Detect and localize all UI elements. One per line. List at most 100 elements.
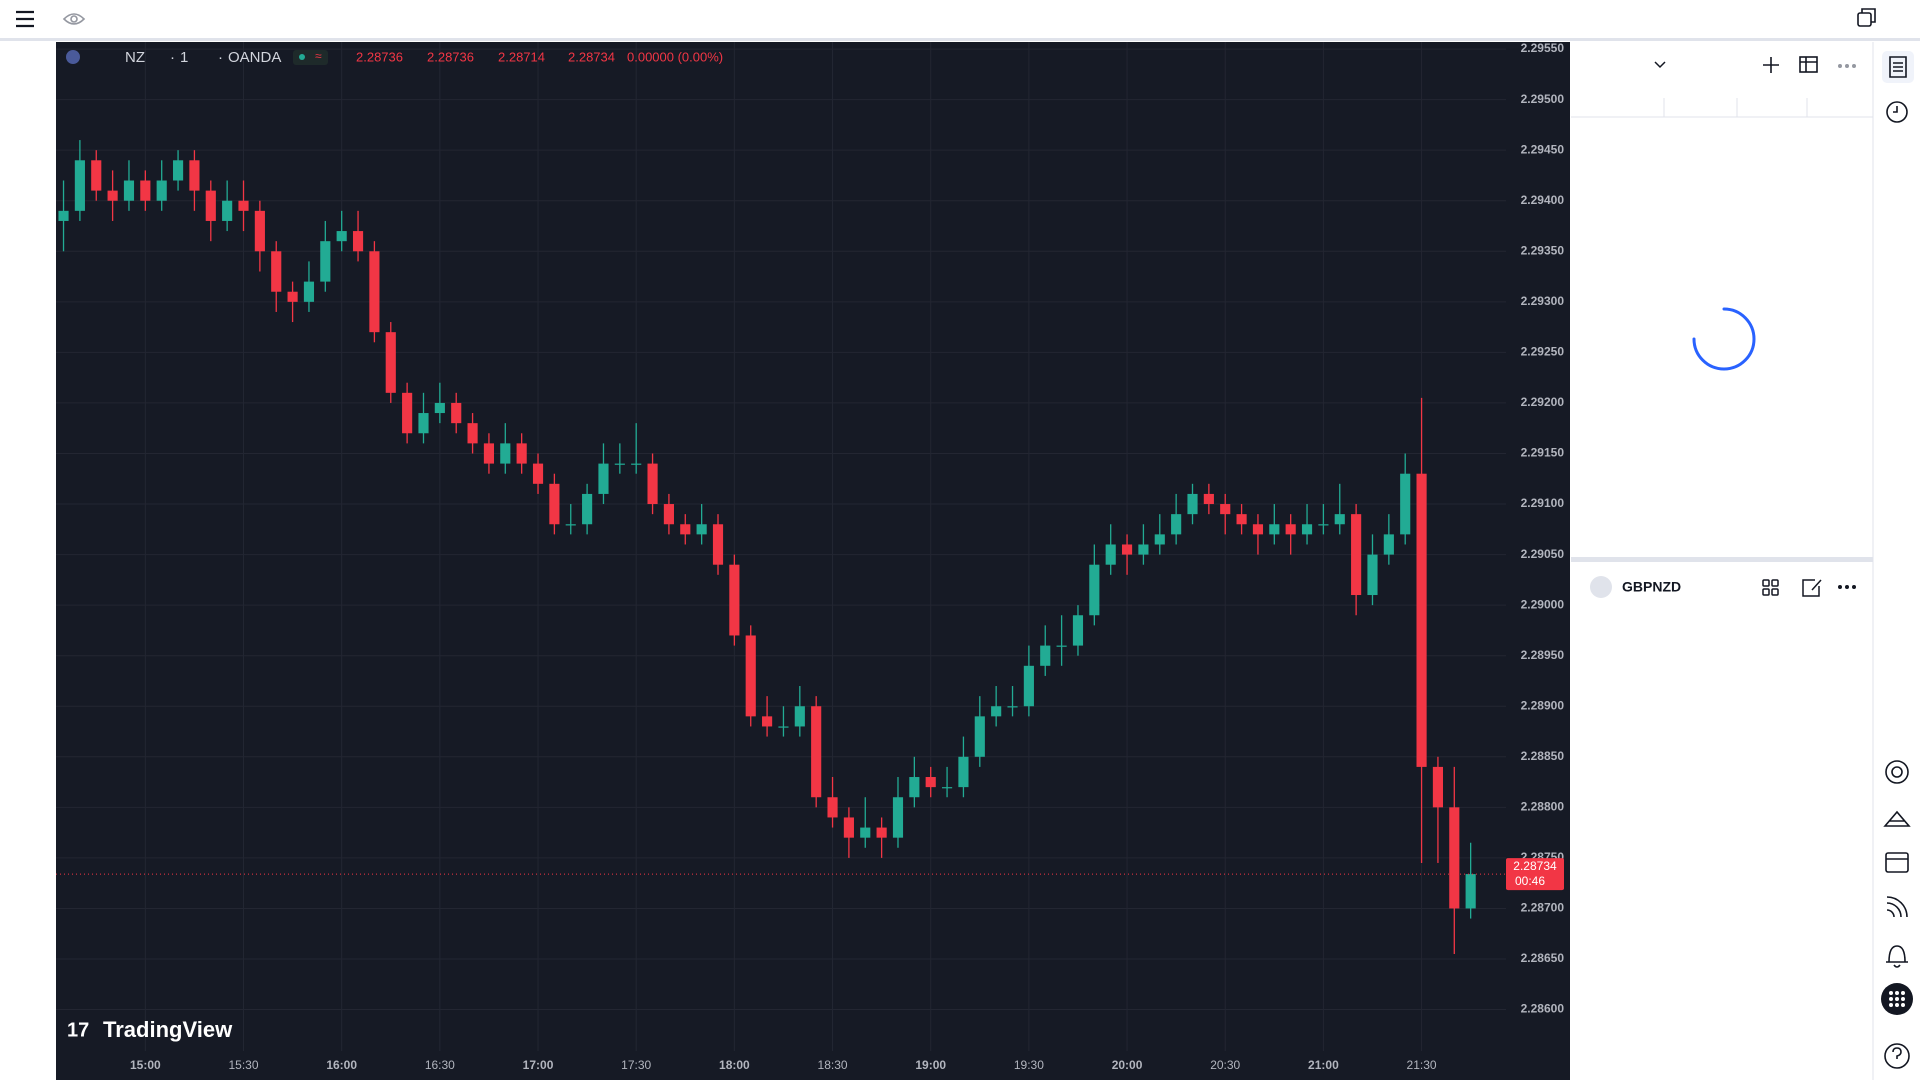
candle-body — [303, 281, 315, 302]
grid — [56, 42, 1506, 1051]
y-tick-label: 2.28700 — [1521, 901, 1565, 915]
candle-body — [516, 443, 527, 464]
alerts-tab[interactable] — [1886, 101, 1908, 123]
market-status[interactable] — [293, 50, 328, 65]
candle-body — [500, 443, 511, 464]
y-tick-label: 2.28650 — [1521, 951, 1565, 965]
loading-spinner — [1692, 307, 1756, 371]
watchlist-more-button[interactable] — [1838, 64, 1856, 68]
details-layout-button[interactable] — [1762, 579, 1779, 596]
candle-body — [680, 524, 691, 535]
candle-body — [843, 817, 854, 838]
legend-symbol[interactable]: NZ — [125, 49, 145, 66]
x-tick-label: 21:30 — [1407, 1058, 1437, 1072]
news-tab[interactable] — [1886, 896, 1908, 918]
candle-body — [647, 463, 658, 505]
add-symbol-button[interactable] — [1763, 57, 1779, 73]
candles — [56, 140, 1506, 954]
candle-body — [991, 706, 1002, 717]
advanced-view-button[interactable] — [1799, 56, 1818, 73]
candle-body — [402, 392, 413, 434]
candle-body — [1089, 564, 1100, 616]
candle-body — [1449, 807, 1460, 909]
candle-body — [222, 200, 233, 221]
candle-body — [827, 797, 838, 818]
watermark-text: TradingView — [103, 1017, 233, 1042]
visibility-button[interactable] — [62, 13, 86, 25]
candle-body — [1056, 645, 1067, 647]
ideas-tab[interactable] — [1883, 810, 1911, 827]
x-tick-label: 16:30 — [425, 1058, 455, 1072]
candle-body — [696, 524, 707, 535]
watermark-icon: 17 — [67, 1019, 89, 1041]
candle-body — [598, 463, 609, 494]
candle-body — [1105, 544, 1116, 565]
candle-body — [1383, 534, 1394, 555]
y-tick-label: 2.29400 — [1521, 193, 1565, 207]
candle-body — [1416, 473, 1427, 767]
candle-body — [794, 706, 805, 727]
candle-body — [1432, 766, 1444, 808]
y-tick-label: 2.28900 — [1521, 698, 1565, 712]
candle-body — [745, 635, 756, 717]
candle-body — [172, 160, 184, 181]
candle-body — [58, 210, 69, 221]
legend-low: 2.28714 — [498, 49, 545, 64]
y-tick-label: 2.29550 — [1521, 41, 1565, 55]
y-tick-label: 2.29050 — [1521, 547, 1565, 561]
candle-body — [582, 493, 593, 525]
details-symbol[interactable]: GBPNZD — [1622, 579, 1681, 595]
candle-body — [1171, 514, 1182, 535]
x-tick-label: 16:00 — [326, 1058, 357, 1072]
details-edit-button[interactable] — [1802, 579, 1822, 597]
x-tick-label: 19:00 — [915, 1058, 946, 1072]
calendar-tab[interactable] — [1885, 852, 1909, 873]
y-tick-label: 2.28600 — [1521, 1002, 1565, 1016]
products-button[interactable] — [1881, 983, 1913, 1015]
candle-body — [1154, 534, 1165, 545]
candle-body — [1040, 645, 1051, 666]
candle-body — [876, 827, 887, 838]
candle-body — [385, 332, 396, 393]
candle-body — [1220, 504, 1231, 515]
chart-background — [56, 42, 1570, 1080]
candle-body — [352, 231, 364, 252]
candle-body — [549, 483, 560, 525]
layout-button[interactable] — [1857, 8, 1876, 27]
candle-body — [1400, 473, 1411, 535]
candle-body — [778, 726, 789, 728]
candle-body — [909, 777, 920, 798]
bar-countdown: 00:46 — [1515, 874, 1545, 888]
y-tick-label: 2.29500 — [1521, 92, 1565, 106]
details-more-button[interactable] — [1838, 585, 1856, 589]
x-tick-label: 15:00 — [130, 1058, 161, 1072]
candle-body — [1236, 514, 1247, 525]
watchlist-dropdown[interactable] — [1654, 61, 1666, 69]
candle-body — [1138, 544, 1149, 555]
y-tick-label: 2.29100 — [1521, 496, 1565, 510]
candle-body — [189, 160, 200, 191]
menu-button[interactable] — [16, 10, 34, 28]
candle-body — [942, 787, 953, 789]
y-tick-label: 2.29000 — [1521, 597, 1565, 611]
hotlists-tab[interactable] — [1885, 760, 1909, 784]
y-tick-label: 2.29350 — [1521, 243, 1565, 257]
last-price-tag — [1506, 858, 1564, 891]
y-tick-label: 2.29250 — [1521, 345, 1565, 359]
candle-body — [1187, 493, 1198, 515]
legend-separator: · — [218, 49, 223, 66]
legend-interval[interactable]: 1 — [180, 49, 188, 66]
candle-body — [1465, 874, 1476, 909]
candle-body — [271, 251, 282, 292]
x-tick-label: 15:30 — [228, 1058, 258, 1072]
help-button[interactable] — [1884, 1043, 1910, 1069]
y-tick-label: 2.28950 — [1521, 648, 1565, 662]
candle-body — [532, 463, 544, 484]
candle-body — [369, 251, 380, 333]
watermark[interactable]: 17 TradingView — [67, 1017, 233, 1042]
notifications-tab[interactable] — [1886, 945, 1908, 968]
market-open-dot — [299, 54, 305, 60]
candle-body — [287, 291, 298, 302]
last-price-label: 2.28734 — [1513, 859, 1557, 873]
